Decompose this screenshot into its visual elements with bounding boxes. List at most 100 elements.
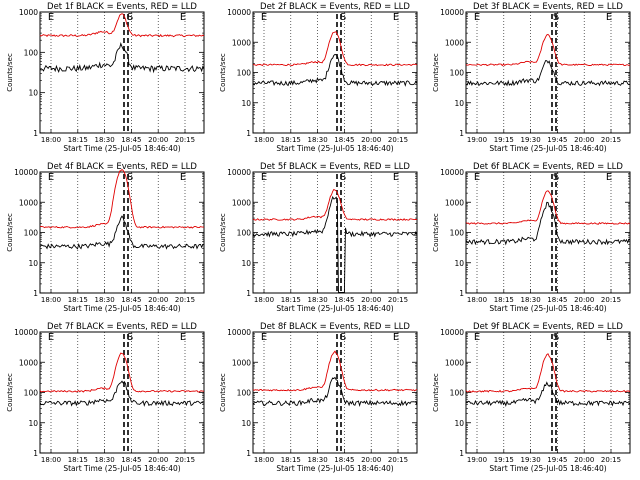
y-tick-label: 100 — [450, 389, 465, 398]
interval-marker: E — [474, 172, 480, 183]
interval-marker: E — [261, 172, 267, 183]
x-tick-label: 20:15 — [388, 136, 408, 144]
detector-panel-9: Det 9f BLACK = Events, RED = LLD 1 10 100 10… — [432, 322, 631, 473]
x-tick-label: 20:15 — [601, 456, 621, 464]
plot-frame — [252, 331, 418, 454]
interval-marker: E — [393, 12, 399, 23]
x-tick-label: 20:00 — [574, 296, 594, 304]
x-axis-label: Start Time (25-Jul-05 18:46:40) — [63, 144, 180, 153]
x-tick-label: 18:30 — [95, 296, 115, 304]
x-tick-label: 18:15 — [281, 296, 301, 304]
x-tick-label: 20:00 — [574, 456, 594, 464]
y-tick-label: 1 — [459, 289, 464, 298]
y-axis-label: Counts/sec — [6, 373, 14, 412]
x-tick-label: 20:15 — [175, 296, 195, 304]
y-tick-label: 1000 — [232, 38, 251, 47]
interval-marker: E — [180, 12, 186, 23]
panel-title: Det 5f BLACK = Events, RED = LLD — [260, 162, 410, 172]
x-tick-label: 18:45 — [334, 296, 354, 304]
y-tick-label: 10 — [241, 99, 251, 108]
y-tick-label: 10 — [454, 99, 464, 108]
y-tick-label: 1000 — [445, 198, 464, 207]
x-tick-label: 18:45 — [547, 296, 567, 304]
x-tick-label: 19:00 — [467, 456, 487, 464]
x-axis-label: Start Time (25-Jul-05 18:46:40) — [489, 464, 606, 473]
detector-panel-6: Det 6f BLACK = Events, RED = LLD 1 10 100 10… — [432, 162, 631, 313]
y-tick-label: 1000 — [232, 198, 251, 207]
detector-panel-8: Det 8f BLACK = Events, RED = LLD 1 10 100 10… — [219, 322, 418, 473]
y-tick-label: 1000 — [232, 358, 251, 367]
y-tick-label: 1 — [33, 129, 38, 138]
x-tick-label: 18:30 — [95, 136, 115, 144]
y-tick-label: 10 — [454, 419, 464, 428]
plot-frame — [39, 11, 205, 134]
interval-marker: E — [261, 12, 267, 23]
events-curve — [252, 53, 418, 87]
x-tick-label: 20:15 — [175, 136, 195, 144]
lld-curve — [252, 188, 418, 221]
x-tick-label: 20:15 — [388, 456, 408, 464]
x-tick-label: 18:45 — [121, 456, 141, 464]
panel-title: Det 9f BLACK = Events, RED = LLD — [473, 322, 623, 332]
x-tick-label: 18:00 — [41, 136, 61, 144]
lld-curve — [39, 168, 204, 229]
x-tick-label: 20:00 — [361, 136, 381, 144]
y-tick-label: 1000 — [19, 8, 38, 17]
plot-frame — [465, 11, 631, 134]
y-tick-label: 10 — [28, 89, 38, 98]
x-tick-label: 20:15 — [601, 296, 621, 304]
x-tick-label: 18:15 — [494, 296, 514, 304]
x-tick-label: 20:00 — [574, 136, 594, 144]
y-tick-label: 1 — [33, 289, 38, 298]
y-tick-label: 10 — [241, 259, 251, 268]
y-tick-label: 1 — [459, 129, 464, 138]
x-tick-label: 18:15 — [68, 456, 88, 464]
interval-marker: E — [48, 332, 54, 343]
x-tick-label: 18:00 — [254, 136, 274, 144]
x-axis-label: Start Time (25-Jul-05 18:46:40) — [489, 304, 606, 313]
y-tick-label: 100 — [237, 229, 252, 238]
x-axis-label: Start Time (25-Jul-05 18:46:40) — [276, 144, 393, 153]
interval-marker: S — [340, 172, 346, 183]
y-tick-label: 10 — [241, 419, 251, 428]
x-tick-label: 20:15 — [175, 456, 195, 464]
y-axis-label: Counts/sec — [432, 53, 440, 92]
interval-marker: E — [48, 172, 54, 183]
y-axis-label: Counts/sec — [219, 373, 227, 412]
interval-marker: S — [127, 332, 133, 343]
events-curve — [465, 201, 631, 246]
y-tick-label: 10000 — [227, 328, 251, 337]
x-tick-label: 18:15 — [281, 136, 301, 144]
plot-frame — [465, 331, 631, 454]
x-tick-label: 18:45 — [121, 136, 141, 144]
x-tick-label: 18:30 — [308, 136, 328, 144]
interval-marker: S — [127, 172, 133, 183]
x-axis-label: Start Time (25-Jul-05 18:46:40) — [276, 304, 393, 313]
lld-curve — [465, 353, 631, 393]
y-axis-label: Counts/sec — [432, 373, 440, 412]
interval-marker: E — [48, 12, 54, 23]
events-curve — [39, 41, 205, 74]
y-tick-label: 1 — [33, 449, 38, 458]
plot-frame — [252, 11, 418, 134]
x-tick-label: 19:45 — [547, 456, 567, 464]
lld-curve — [253, 31, 418, 67]
y-tick-label: 100 — [450, 229, 465, 238]
y-tick-label: 1 — [459, 449, 464, 458]
y-axis-label: Counts/sec — [432, 213, 440, 252]
interval-marker: E — [474, 12, 480, 23]
x-tick-label: 20:00 — [361, 456, 381, 464]
x-tick-label: 18:00 — [254, 296, 274, 304]
x-tick-label: 18:45 — [334, 136, 354, 144]
lld-curve — [39, 352, 204, 393]
detector-panel-5: Det 5f BLACK = Events, RED = LLD 1 10 100 10… — [219, 162, 418, 313]
y-tick-label: 100 — [237, 69, 252, 78]
detector-panel-3: Det 3f BLACK = Events, RED = LLD 1 10 100 10… — [432, 2, 631, 153]
panel-title: Det 8f BLACK = Events, RED = LLD — [260, 322, 410, 332]
y-tick-label: 1 — [246, 129, 251, 138]
plot-frame — [465, 171, 631, 294]
x-tick-label: 20:00 — [148, 456, 168, 464]
x-tick-label: 20:00 — [361, 296, 381, 304]
x-tick-label: 18:15 — [281, 456, 301, 464]
